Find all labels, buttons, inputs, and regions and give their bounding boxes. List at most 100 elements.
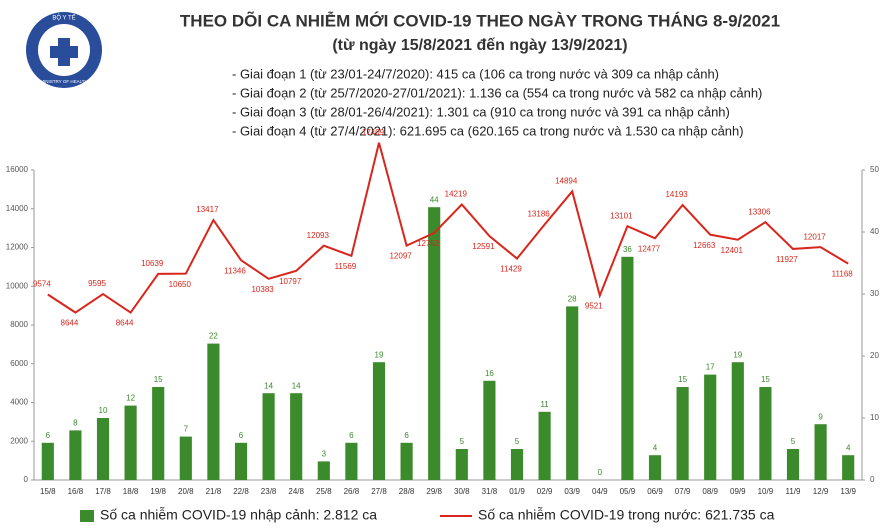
x-tick-label: 26/8 bbox=[344, 487, 360, 496]
line-label: 17409 bbox=[362, 128, 385, 137]
bar bbox=[621, 256, 634, 480]
bar-label: 6 bbox=[239, 431, 244, 440]
line-label: 11569 bbox=[335, 262, 357, 271]
line-label: 12663 bbox=[693, 241, 716, 250]
bar-label: 15 bbox=[761, 375, 770, 384]
bar bbox=[842, 455, 855, 480]
bar bbox=[290, 393, 303, 480]
x-tick-label: 09/9 bbox=[730, 487, 746, 496]
y-tick-label: 10000 bbox=[6, 281, 29, 290]
line-label: 13101 bbox=[610, 211, 633, 220]
y2-tick-label: 10 bbox=[870, 413, 879, 422]
y2-tick-label: 20 bbox=[870, 351, 879, 360]
logo-bottom: MINISTRY OF HEALTH bbox=[40, 79, 88, 84]
y-tick-label: 4000 bbox=[10, 398, 28, 407]
bar-label: 4 bbox=[653, 443, 658, 452]
legend-label: Số ca nhiễm COVID-19 nhập cảnh: 2.812 ca bbox=[100, 507, 377, 523]
x-tick-label: 05/9 bbox=[620, 487, 636, 496]
bar bbox=[207, 343, 220, 480]
line-label: 14193 bbox=[665, 190, 688, 199]
x-tick-label: 17/8 bbox=[95, 487, 111, 496]
logo-cross bbox=[50, 38, 78, 66]
bar bbox=[731, 362, 744, 480]
bar-label: 6 bbox=[46, 431, 51, 440]
bar-label: 6 bbox=[349, 431, 354, 440]
bar-label: 11 bbox=[540, 400, 549, 409]
y-tick-label: 14000 bbox=[6, 204, 29, 213]
x-tick-label: 06/9 bbox=[647, 487, 663, 496]
x-tick-label: 13/9 bbox=[840, 487, 856, 496]
bar bbox=[345, 442, 358, 480]
bar-label: 22 bbox=[209, 332, 218, 341]
x-tick-label: 16/8 bbox=[68, 487, 84, 496]
y-tick-label: 6000 bbox=[10, 359, 28, 368]
y2-tick-label: 50 bbox=[870, 165, 879, 174]
y2-tick-label: 40 bbox=[870, 227, 879, 236]
bar bbox=[124, 405, 137, 480]
bar bbox=[704, 374, 717, 480]
x-tick-label: 03/9 bbox=[564, 487, 580, 496]
x-tick-label: 21/8 bbox=[206, 487, 222, 496]
x-tick-label: 18/8 bbox=[123, 487, 139, 496]
bar-label: 12 bbox=[126, 394, 135, 403]
line-label: 14219 bbox=[445, 190, 468, 199]
bar bbox=[262, 393, 275, 480]
bar-label: 5 bbox=[791, 437, 796, 446]
x-tick-label: 29/8 bbox=[426, 487, 442, 496]
bar bbox=[510, 449, 524, 480]
line-label: 10639 bbox=[141, 259, 164, 268]
x-tick-label: 27/8 bbox=[371, 487, 387, 496]
bar-label: 9 bbox=[818, 412, 823, 421]
bar bbox=[372, 362, 386, 480]
x-tick-label: 15/8 bbox=[40, 487, 56, 496]
x-tick-label: 23/8 bbox=[261, 487, 277, 496]
line-label: 11168 bbox=[832, 270, 854, 279]
bar-label: 0 bbox=[598, 468, 603, 477]
line bbox=[47, 142, 849, 314]
bar-label: 7 bbox=[184, 425, 189, 434]
chart-subtitle: (từ ngày 15/8/2021 đến ngày 13/9/2021) bbox=[332, 37, 627, 54]
bar bbox=[455, 449, 468, 480]
bar-label: 17 bbox=[706, 363, 715, 372]
x-tick-label: 19/8 bbox=[150, 487, 166, 496]
y-tick-label: 12000 bbox=[6, 243, 29, 252]
bar-label: 6 bbox=[404, 431, 409, 440]
bar-label: 15 bbox=[678, 375, 687, 384]
bar bbox=[786, 449, 800, 480]
bar-label: 44 bbox=[430, 195, 439, 204]
line-label: 12401 bbox=[721, 246, 744, 255]
bar bbox=[483, 380, 496, 480]
y-tick-label: 16000 bbox=[6, 165, 29, 174]
bar bbox=[152, 387, 165, 480]
bar-label: 5 bbox=[515, 437, 520, 446]
note: - Giai đoạn 4 (từ 27/4/2021): 621.695 ca… bbox=[232, 123, 744, 138]
bar bbox=[759, 387, 772, 480]
bar bbox=[179, 436, 192, 480]
bar bbox=[428, 207, 441, 480]
bar bbox=[676, 387, 689, 480]
line-label: 9595 bbox=[88, 279, 106, 288]
line-label: 11429 bbox=[500, 265, 522, 274]
bar-label: 14 bbox=[264, 381, 273, 390]
legend-swatch bbox=[80, 510, 94, 522]
line-label: 12477 bbox=[638, 244, 661, 253]
chart-title: THEO DÕI CA NHIỄM MỚI COVID-19 THEO NGÀY… bbox=[180, 10, 780, 30]
bar-label: 10 bbox=[99, 406, 108, 415]
line-label: 13186 bbox=[527, 210, 550, 219]
logo-top: BỘ Y TẾ bbox=[52, 15, 75, 22]
note: - Giai đoạn 3 (từ 28/01-26/4/2021): 1.30… bbox=[232, 104, 730, 119]
x-tick-label: 04/9 bbox=[592, 487, 608, 496]
bar-label: 14 bbox=[292, 381, 301, 390]
line-label: 10650 bbox=[169, 280, 192, 289]
bar bbox=[566, 306, 579, 480]
x-tick-label: 10/9 bbox=[758, 487, 774, 496]
line-label: 10383 bbox=[251, 285, 274, 294]
bar bbox=[96, 418, 110, 480]
y2-tick-label: 0 bbox=[870, 475, 875, 484]
x-tick-label: 25/8 bbox=[316, 487, 332, 496]
line-label: 12093 bbox=[307, 231, 330, 240]
logo: BỘ Y TẾ MINISTRY OF HEALTH bbox=[26, 12, 102, 88]
bar-label: 28 bbox=[568, 295, 577, 304]
bar-label: 19 bbox=[375, 350, 384, 359]
